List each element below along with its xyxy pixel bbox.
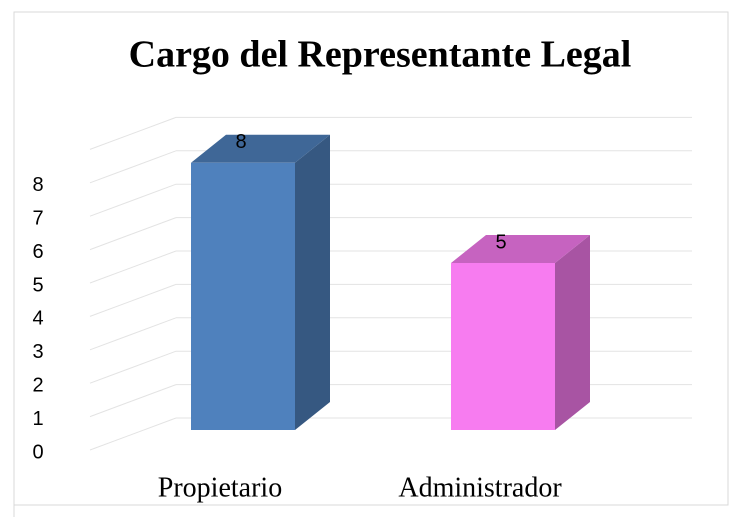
y-tick-label: 7 <box>32 207 43 229</box>
x-tick-label: Propietario <box>158 472 282 503</box>
y-tick-label: 2 <box>32 374 43 396</box>
value-label: 5 <box>495 231 506 253</box>
grid-line <box>89 384 177 418</box>
chart-border <box>13 11 729 506</box>
chart-title: Cargo del Representante Legal <box>129 34 632 76</box>
y-tick-label: 1 <box>32 408 43 430</box>
y-tick-label: 3 <box>32 341 43 363</box>
grid-line <box>89 417 177 451</box>
grid-line <box>89 150 177 184</box>
value-label: 8 <box>235 131 246 153</box>
y-tick-label: 0 <box>32 441 43 463</box>
y-tick-label: 4 <box>32 308 43 330</box>
bar <box>191 162 295 431</box>
bar-side <box>295 134 330 431</box>
bar-side <box>555 235 590 430</box>
wall-edge <box>89 116 177 150</box>
grid-line <box>89 350 177 384</box>
y-tick-label: 5 <box>32 274 43 296</box>
grid-line <box>89 183 177 217</box>
grid-line <box>89 317 177 351</box>
bar-top <box>191 134 330 163</box>
bar-top <box>451 235 590 263</box>
y-tick-label: 6 <box>32 241 43 263</box>
grid-line <box>89 283 177 317</box>
x-tick-label: Administrador <box>398 472 562 503</box>
bar <box>451 263 555 430</box>
grid-line <box>89 250 177 284</box>
y-tick-label: 8 <box>32 174 43 196</box>
grid-line <box>89 217 177 251</box>
